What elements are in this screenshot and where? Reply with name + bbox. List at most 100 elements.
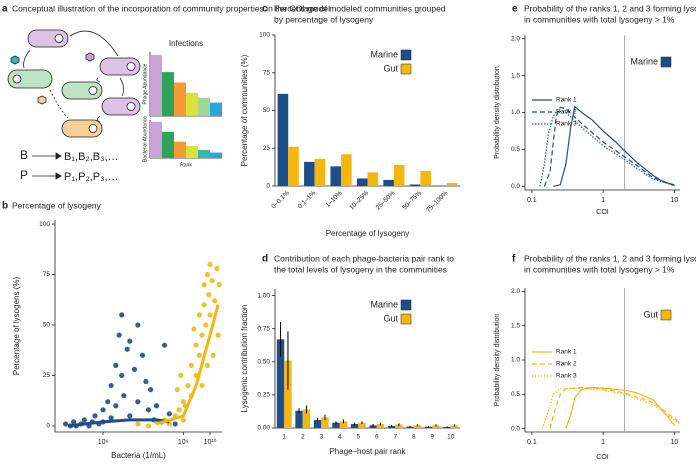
x-tick-label: 6 [375, 434, 379, 441]
x-tick-label: 50–75% [401, 190, 423, 212]
legend-label: Gut [383, 63, 398, 73]
x-tick-label: 0.1 [527, 439, 537, 446]
point [135, 399, 141, 405]
arrow [23, 49, 31, 69]
point [207, 312, 213, 318]
y-axis-label: Lysogenic contribution fraction [240, 305, 249, 413]
line [553, 105, 675, 187]
bar [186, 92, 198, 116]
cell-nucleus [88, 124, 98, 133]
phage [10, 55, 20, 65]
chart-title: Percentage of lysogeny [12, 200, 102, 210]
bar [198, 97, 210, 116]
point [81, 417, 87, 423]
equation-left: B [20, 148, 28, 162]
chart-title: Probability of the ranks 1, 2 and 3 form… [524, 3, 696, 13]
chart-subtitle: Infections [169, 39, 203, 48]
x-tick-label: 1 [601, 197, 605, 204]
chart-title: by percentage of lysogeny [274, 14, 374, 24]
line [565, 386, 675, 429]
bar [162, 72, 174, 116]
point [210, 352, 216, 358]
y-tick-label: 2.0 [511, 288, 520, 295]
point [214, 265, 220, 272]
cell [7, 69, 53, 89]
point [143, 378, 149, 385]
x-axis-label: COI [596, 454, 609, 461]
legend-swatch [400, 63, 412, 75]
bar [304, 161, 315, 186]
y-axis-label: Phage Abundance [142, 63, 148, 104]
point [204, 271, 211, 278]
x-tick-label: 10 [670, 197, 678, 204]
legend-label: Rank 2 [556, 109, 577, 116]
y-tick-label: 1.00 [257, 292, 270, 299]
bar [276, 339, 285, 428]
legend-label: Rank 3 [556, 373, 577, 380]
bar [321, 417, 329, 428]
x-tick-label: 10⁶ [98, 439, 109, 446]
bar [356, 178, 368, 186]
legend-swatch [400, 313, 412, 325]
panel-label: b [2, 201, 8, 212]
bar [358, 422, 366, 428]
legend-label: Marine [370, 299, 398, 309]
y-tick-label: 100 [39, 221, 50, 228]
point [212, 298, 218, 304]
point [201, 302, 207, 308]
bar [302, 409, 311, 428]
y-axis-label: Probability density distribution [494, 314, 501, 407]
y-tick-label: 50 [263, 107, 271, 114]
y-tick-label: 0.0 [511, 183, 520, 190]
point [116, 332, 122, 338]
legend-label: Gut [383, 313, 398, 323]
point [148, 387, 154, 393]
point [113, 403, 119, 409]
chart-title: in communities with total lysogeny > 1% [524, 264, 675, 274]
x-tick-label: 5 [356, 434, 360, 441]
bar [393, 164, 405, 186]
point [100, 407, 106, 413]
arrowhead [55, 152, 62, 160]
chart-title: in communities with total lysogeny > 1% [524, 14, 675, 24]
x-tick-label: 0.1 [527, 197, 537, 204]
y-tick-label: 0 [46, 423, 50, 430]
point [199, 382, 205, 389]
cell-nucleus [88, 86, 98, 95]
point [131, 366, 138, 373]
point [216, 282, 222, 288]
chart-title: Contribution of each phage-bacteria pair… [274, 253, 454, 263]
bar [420, 170, 431, 186]
arrow [96, 77, 101, 83]
line [539, 110, 675, 187]
bar [198, 150, 210, 158]
point [174, 387, 180, 393]
cell-nucleus [126, 62, 136, 71]
point [178, 372, 184, 379]
legend-label: Marine [370, 49, 398, 59]
point [135, 421, 141, 427]
x-axis-label: Percentage of lysogeny [326, 229, 410, 238]
panel-label: a [2, 4, 8, 15]
panel-label: e [512, 4, 518, 15]
bar [450, 425, 459, 428]
point [207, 261, 213, 268]
point [203, 322, 209, 328]
x-tick-label: 7 [393, 434, 397, 441]
y-tick-label: 0.5 [511, 146, 520, 153]
y-tick-label: 1.0 [511, 109, 520, 116]
point [199, 332, 205, 338]
equation-right: B₁,B₂,B₃,… [64, 151, 119, 163]
point [119, 312, 125, 318]
illustration [7, 29, 141, 180]
point [206, 292, 212, 298]
y-tick-label: 0 [266, 183, 270, 190]
point [127, 338, 133, 344]
point [180, 399, 186, 405]
bar [367, 172, 379, 186]
cell-nucleus [126, 102, 136, 111]
point [108, 382, 114, 389]
bar [210, 102, 222, 116]
x-tick-label: 8 [412, 434, 416, 441]
